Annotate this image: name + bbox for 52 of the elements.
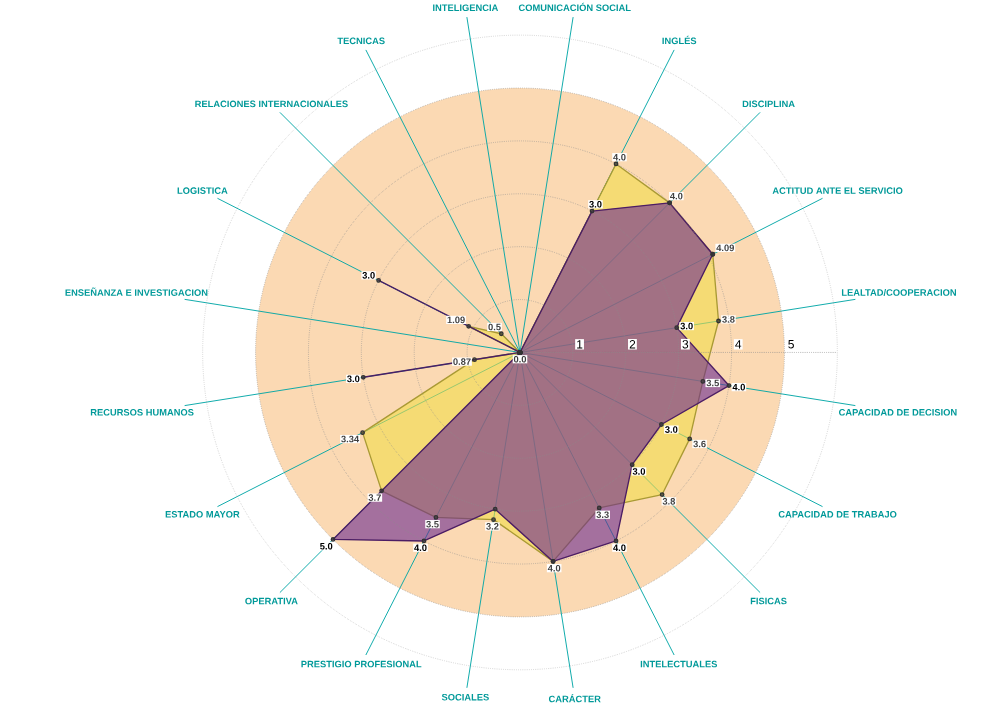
data-label: 4.0 (613, 544, 626, 552)
spoke-label: DISCIPLINA (742, 100, 795, 108)
data-label: 3.0 (589, 201, 602, 208)
y-tick-label: 3 (682, 339, 689, 349)
spoke-label: RELACIONES INTERNACIONALES (195, 100, 348, 108)
data-label: 3.3 (596, 511, 609, 519)
spoke-label: INTELIGENCIA (433, 4, 499, 12)
data-label: 3.34 (341, 435, 360, 443)
spoke-label: OPERATIVA (245, 597, 298, 605)
data-label: 4.0 (414, 544, 427, 552)
spoke-label: CAPACIDAD DE TRABAJO (778, 511, 897, 518)
spoke-label: TECNICAS (337, 37, 385, 45)
data-label: 5.0 (320, 542, 333, 550)
spoke-label: CAPACIDAD DE DECISION (838, 409, 957, 416)
data-label: 3.0 (347, 375, 360, 383)
data-label: 3.0 (362, 272, 375, 279)
spoke-label: ACTITUD ANTE EL SERVICIO (772, 187, 903, 194)
data-label: 3.0 (680, 322, 693, 330)
spoke-label: SOCIALES (441, 693, 489, 701)
y-tick-label: 2 (629, 340, 636, 349)
spoke-label: CARÁCTER (548, 693, 601, 703)
y-tick-label: 5 (788, 340, 794, 349)
data-label: 3.6 (693, 440, 706, 448)
data-label: 3.7 (368, 494, 381, 501)
spoke-label: RECURSOS HUMANOS (90, 409, 194, 416)
spoke-label: ESTADO MAYOR (165, 511, 240, 518)
spoke-label: PRESTIGIO PROFESIONAL (301, 660, 422, 668)
data-label: 4.0 (732, 383, 746, 391)
data-label: 4.0 (547, 564, 561, 572)
spoke-label: LOGISTICA (177, 187, 228, 194)
y-tick-label: 1 (577, 340, 583, 349)
data-label: 3.8 (662, 498, 676, 505)
spoke-label: ENSEÑANZA E INVESTIGACION (65, 287, 208, 296)
y-tick-label: 4 (735, 340, 742, 349)
spoke-label: COMUNICACIÓN SOCIAL (518, 2, 631, 12)
data-label: 0.87 (453, 358, 471, 365)
spoke-label: FISICAS (750, 597, 787, 605)
data-label: 3.2 (486, 523, 499, 530)
data-label: 4.09 (716, 244, 735, 252)
data-label: 3.5 (426, 520, 439, 528)
spoke-label: INTELECTUALES (640, 660, 718, 668)
data-label: 0.0 (513, 355, 527, 363)
data-label: 4.0 (670, 192, 683, 200)
data-label: 3.0 (632, 468, 646, 475)
data-label: 3.0 (665, 426, 678, 433)
data-label: 3.8 (722, 316, 735, 323)
data-label: 1.09 (447, 316, 465, 324)
data-label: 0.5 (488, 323, 501, 331)
data-label: 4.0 (613, 153, 626, 161)
spoke-label: INGLÉS (662, 35, 697, 45)
spoke-label: LEALTAD/COOPERACION (841, 289, 956, 296)
data-label: 3.5 (706, 379, 720, 387)
